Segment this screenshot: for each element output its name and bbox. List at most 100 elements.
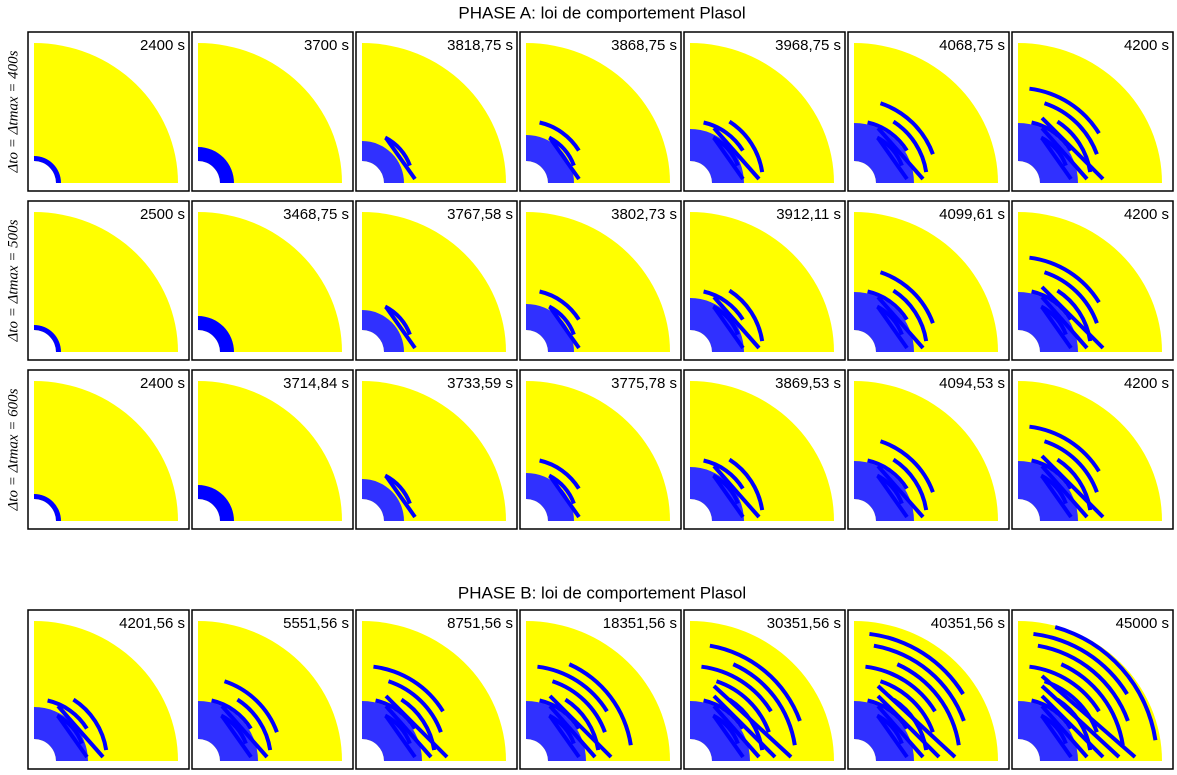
time-label: 4068,75 s <box>939 37 1005 54</box>
cavity <box>526 161 548 183</box>
damage-crack <box>548 305 581 350</box>
damage <box>690 129 744 183</box>
time-label: 2400 s <box>140 37 185 54</box>
damage-crack <box>1040 295 1089 350</box>
damage-crack <box>56 704 105 759</box>
damage-crack <box>712 295 761 350</box>
damage-crack <box>548 474 581 519</box>
damage-band <box>701 664 773 713</box>
damage-crack <box>1040 285 1105 350</box>
time-label: 40351,56 s <box>931 615 1005 632</box>
panel: 4200 s <box>1011 31 1174 192</box>
damage-band <box>1031 289 1073 321</box>
damage-crack <box>876 474 909 519</box>
damage-band <box>892 288 929 342</box>
panel: 3802,73 s <box>519 200 682 361</box>
phase-a-title: PHASE A: loi de comportement Plasol <box>458 3 745 22</box>
cavity <box>526 330 548 352</box>
damage-crack <box>1040 126 1089 181</box>
cavity <box>690 739 712 761</box>
damage <box>198 316 234 352</box>
time-label: 3733,59 s <box>447 375 513 392</box>
cavity <box>198 739 220 761</box>
damage <box>34 156 61 183</box>
cavity <box>526 739 548 761</box>
damage-crack <box>1040 454 1105 519</box>
damage-crack <box>712 714 745 759</box>
damage-crack <box>1040 305 1073 350</box>
time-label: 4201,56 s <box>119 615 185 632</box>
panel: 3968,75 s <box>683 31 846 192</box>
time-label: 2400 s <box>140 375 185 392</box>
damage-crack <box>712 474 745 519</box>
damage-crack <box>712 704 761 759</box>
cavity <box>34 739 56 761</box>
damage-crack <box>876 714 909 759</box>
cavity <box>854 330 876 352</box>
time-label: 3775,78 s <box>611 375 677 392</box>
damage-crack <box>548 694 613 759</box>
time-label: 45000 s <box>1116 615 1169 632</box>
domain <box>198 212 342 352</box>
domain <box>34 212 178 352</box>
time-label: 3869,53 s <box>775 375 841 392</box>
domain <box>198 43 342 183</box>
damage-crack <box>220 704 269 759</box>
panel: 18351,56 s <box>519 609 682 770</box>
panel: 3767,58 s <box>355 200 518 361</box>
damage <box>690 298 744 352</box>
panel: 5551,56 s <box>191 609 354 770</box>
damage-band <box>1031 698 1073 730</box>
damage-crack <box>1040 714 1073 759</box>
panel: 3775,78 s <box>519 369 682 530</box>
panel: 4200 s <box>1011 200 1174 361</box>
damage <box>362 479 404 521</box>
damage-band <box>703 698 745 730</box>
damage-band <box>236 697 273 751</box>
time-label: 3714,84 s <box>283 375 349 392</box>
panel: 3869,53 s <box>683 369 846 530</box>
time-label: 3968,75 s <box>775 37 841 54</box>
damage-band <box>703 458 745 490</box>
panel: 4201,56 s <box>27 609 190 770</box>
time-label: 5551,56 s <box>283 615 349 632</box>
damage-band <box>1031 120 1073 152</box>
damage-crack <box>1040 464 1089 519</box>
damage-band <box>1029 424 1101 473</box>
time-label: 30351,56 s <box>767 615 841 632</box>
row-label: Δto = Δtmax = 600s <box>5 388 21 511</box>
panel: 2400 s <box>27 369 190 530</box>
damage-band <box>892 119 929 173</box>
cavity <box>526 499 548 521</box>
damage-crack <box>1040 116 1105 181</box>
panel: 4099,61 s <box>847 200 1010 361</box>
domain <box>198 381 342 521</box>
damage-crack <box>1040 704 1089 759</box>
time-label: 18351,56 s <box>603 615 677 632</box>
damage-band <box>551 679 607 733</box>
damage-crack <box>384 704 433 759</box>
damage-crack <box>712 305 745 350</box>
damage-crack <box>876 704 925 759</box>
damage-band <box>539 289 581 321</box>
damage-band <box>47 698 89 730</box>
damage-crack <box>56 714 89 759</box>
damage-band <box>867 698 909 730</box>
damage <box>362 141 404 183</box>
damage-band <box>879 270 935 324</box>
cavity <box>690 161 712 183</box>
damage-band <box>1031 458 1073 490</box>
cavity <box>34 330 56 352</box>
cavity <box>690 499 712 521</box>
damage <box>34 325 61 352</box>
cavity <box>198 330 220 352</box>
damage-crack <box>876 684 957 759</box>
panel: 4068,75 s <box>847 31 1010 192</box>
damage <box>362 310 404 352</box>
damage-crack <box>712 464 761 519</box>
damage-band <box>867 120 909 152</box>
damage-band <box>865 664 937 713</box>
cavity <box>34 499 56 521</box>
